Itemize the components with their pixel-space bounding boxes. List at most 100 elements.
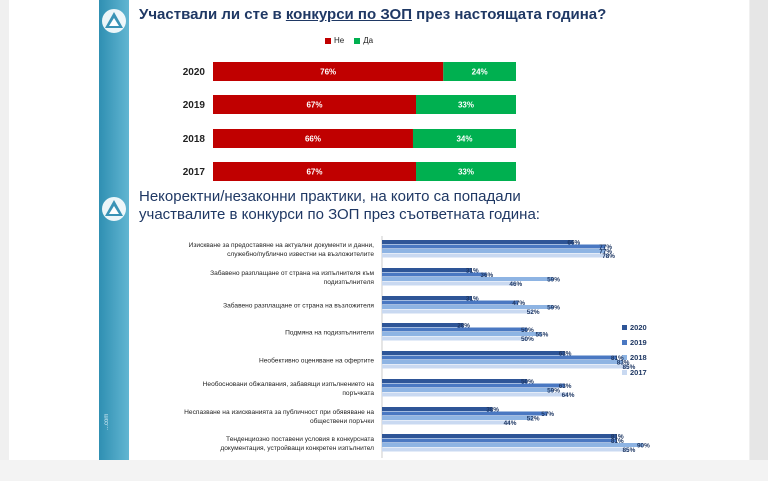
legend-swatch bbox=[325, 37, 331, 44]
data-label: 90% bbox=[637, 443, 650, 450]
data-label: 28% bbox=[457, 323, 470, 330]
data-label: 85% bbox=[623, 364, 636, 371]
bar-2019 bbox=[382, 300, 519, 305]
data-label: 77% bbox=[599, 249, 612, 256]
data-label: 36% bbox=[480, 272, 493, 279]
viewer-right-edge bbox=[750, 0, 768, 481]
bar-yes bbox=[416, 162, 516, 181]
bar-yes bbox=[416, 95, 516, 114]
category-label: 2018 bbox=[183, 134, 206, 145]
legend-swatch bbox=[622, 370, 627, 375]
category-label: обществени поръчки bbox=[310, 417, 374, 425]
legend-item-no: Не bbox=[325, 36, 344, 45]
bar-2020 bbox=[382, 240, 574, 244]
bar-no bbox=[213, 162, 417, 181]
legend-item-yes: Да bbox=[354, 36, 373, 45]
data-label: 83% bbox=[617, 360, 630, 367]
data-label: 34% bbox=[456, 135, 472, 144]
slide-side-bar bbox=[99, 0, 129, 460]
bar-2017 bbox=[382, 447, 629, 452]
legend-swatch bbox=[622, 340, 627, 345]
data-label: 63% bbox=[559, 351, 572, 358]
data-label: 31% bbox=[466, 268, 479, 275]
data-label: 52% bbox=[527, 309, 540, 316]
legend-item-2017: 2017 bbox=[622, 365, 647, 380]
data-label: 77% bbox=[599, 244, 612, 251]
data-label: 33% bbox=[458, 101, 474, 110]
bar-2019 bbox=[382, 355, 617, 360]
bar-2018 bbox=[382, 388, 554, 392]
chart2-title-line: Некоректни/незаконни практики, на които … bbox=[139, 188, 521, 205]
category-label: Необективно оценяване на офертите bbox=[259, 357, 374, 365]
viewer-bottom-strip bbox=[0, 460, 768, 481]
data-label: 63% bbox=[559, 383, 572, 390]
data-label: 55% bbox=[536, 332, 549, 339]
bar-yes bbox=[443, 62, 516, 81]
bar-2018 bbox=[382, 332, 542, 336]
bar-2019 bbox=[382, 327, 527, 332]
chart1-title: Участвали ли сте в конкурси по ЗОП през … bbox=[139, 6, 606, 23]
category-label: Неспазване на изискванията за публичност… bbox=[184, 408, 374, 416]
bar-2019 bbox=[382, 383, 565, 388]
bar-2018 bbox=[382, 305, 554, 309]
data-label: 59% bbox=[547, 277, 560, 284]
legend-swatch bbox=[622, 325, 627, 330]
data-label: 50% bbox=[521, 336, 534, 343]
bar-2019 bbox=[382, 244, 606, 249]
data-label: 31% bbox=[466, 296, 479, 303]
chart2-title-line: участвалите в конкурси по ЗОП през съотв… bbox=[139, 206, 540, 223]
category-label: документация, устройващи конкретен изпъл… bbox=[220, 444, 374, 452]
bar-2020 bbox=[382, 296, 472, 300]
legend-swatch bbox=[354, 37, 361, 44]
bar-2017 bbox=[382, 253, 609, 258]
bar-2020 bbox=[382, 407, 493, 411]
bar-2017 bbox=[382, 309, 533, 314]
bar-2018 bbox=[382, 277, 554, 281]
bar-2017 bbox=[382, 420, 510, 425]
chart1-title-part: през настоящата година? bbox=[411, 6, 607, 23]
data-label: 81% bbox=[611, 434, 624, 441]
data-label: 50% bbox=[521, 327, 534, 334]
legend-label: 2018 bbox=[630, 353, 647, 362]
legend-label: 2017 bbox=[630, 368, 647, 377]
data-label: 33% bbox=[458, 168, 474, 177]
bar-2020 bbox=[382, 323, 464, 327]
bar-2018 bbox=[382, 416, 533, 420]
bar-2017 bbox=[382, 336, 527, 341]
bar-2019 bbox=[382, 438, 617, 443]
category-label: 2017 bbox=[183, 167, 206, 178]
category-label: 2019 bbox=[183, 100, 206, 111]
chart1-title-highlight: конкурси по ЗОП bbox=[285, 6, 412, 23]
bar-2017 bbox=[382, 392, 568, 397]
category-label: поръчката bbox=[342, 390, 374, 397]
bar-2018 bbox=[382, 443, 643, 447]
bar-2018 bbox=[382, 360, 623, 364]
category-label: Забавено разплащане от страна на изпълни… bbox=[210, 269, 374, 277]
bar-2019 bbox=[382, 411, 548, 416]
logo-icon bbox=[102, 197, 126, 221]
legend-label: 2020 bbox=[630, 323, 647, 332]
data-label: 85% bbox=[623, 447, 636, 454]
chart1-title-part: Участвали ли сте в bbox=[139, 6, 286, 23]
data-label: 81% bbox=[611, 438, 624, 445]
legend-label: Да bbox=[363, 36, 374, 45]
data-label: 24% bbox=[472, 68, 488, 77]
legend-item-2018: 2018 bbox=[622, 350, 647, 365]
data-label: 44% bbox=[504, 420, 517, 427]
category-label: Необосновани обжалвания, забавящи изпълн… bbox=[203, 380, 375, 388]
bar-2020 bbox=[382, 434, 617, 438]
chart2-legend: 2020 2019 2018 2017 bbox=[622, 320, 647, 380]
data-label: 66% bbox=[305, 135, 321, 144]
data-label: 52% bbox=[527, 416, 540, 423]
bar-2017 bbox=[382, 364, 629, 369]
category-label: Подмяна на подизпълнители bbox=[285, 330, 374, 337]
data-label: 67% bbox=[306, 168, 322, 177]
data-label: 59% bbox=[547, 388, 560, 395]
category-label: Забавено разплащане от страна на възложи… bbox=[223, 302, 374, 310]
data-label: 67% bbox=[306, 101, 322, 110]
legend-label: Не bbox=[334, 36, 345, 45]
data-label: 59% bbox=[547, 305, 560, 312]
category-label: служебно/публично известни на възложител… bbox=[227, 250, 374, 258]
category-label: Тенденциозно поставени условия в конкурс… bbox=[226, 436, 374, 443]
